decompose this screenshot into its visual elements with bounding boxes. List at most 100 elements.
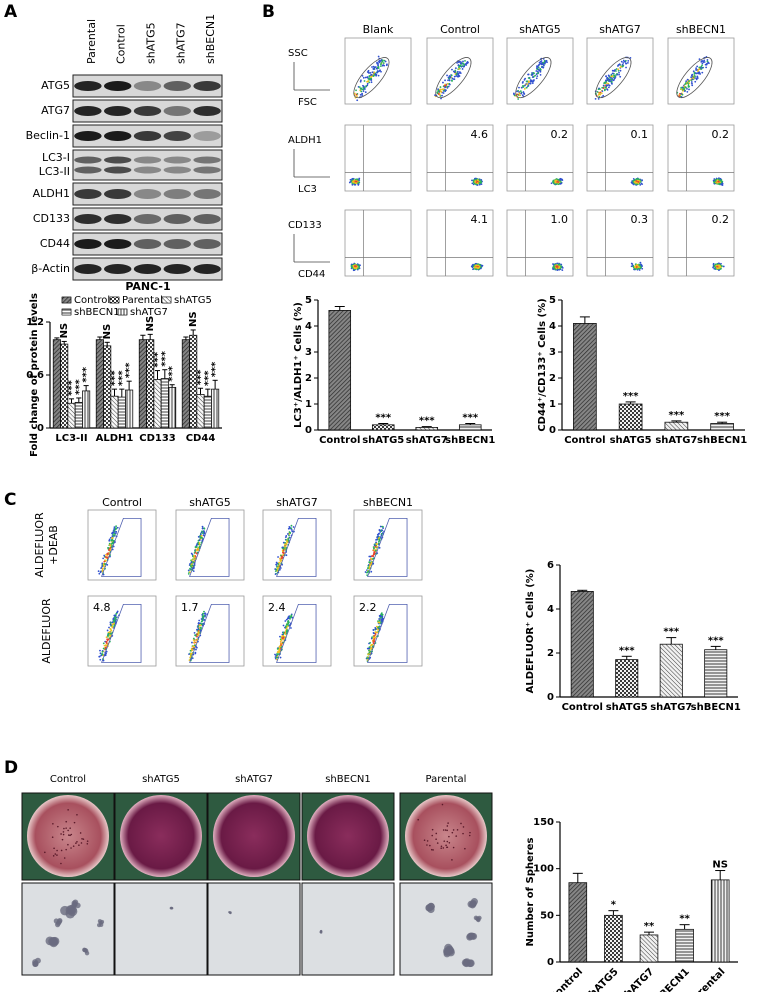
flow-dot bbox=[381, 525, 384, 528]
axis-name: SSC bbox=[288, 48, 308, 59]
x-tick-label: Control bbox=[548, 966, 585, 992]
flow-dot bbox=[378, 625, 381, 628]
flow-dot bbox=[518, 92, 521, 95]
significance: *** bbox=[160, 350, 171, 366]
legend-hatch bbox=[117, 308, 128, 316]
flow-dot bbox=[106, 563, 109, 566]
flow-dot bbox=[110, 629, 113, 632]
flow-dot bbox=[377, 628, 379, 631]
flow-dot bbox=[376, 536, 379, 539]
dish-colony bbox=[63, 827, 65, 830]
y-tick-label: 0 bbox=[37, 423, 44, 434]
bar-hatch bbox=[67, 402, 76, 429]
blot-row-label: LC3-I bbox=[42, 151, 70, 164]
significance: * bbox=[611, 900, 617, 911]
y-tick-label: 5 bbox=[305, 295, 312, 306]
flow-dot bbox=[197, 625, 200, 628]
flow-dot bbox=[380, 620, 383, 622]
y-tick-label: 4 bbox=[305, 321, 312, 332]
flow-dot bbox=[197, 543, 200, 546]
flow-dot bbox=[378, 618, 381, 620]
flow-dot bbox=[108, 632, 110, 635]
flow-dot bbox=[471, 265, 474, 268]
x-tick-label: shATG5 bbox=[610, 435, 652, 446]
bar-hatch bbox=[125, 389, 134, 429]
flow-dot bbox=[111, 625, 114, 628]
flow-dot bbox=[701, 64, 703, 67]
flow-dot bbox=[474, 178, 477, 181]
flow-dot bbox=[287, 537, 290, 540]
flow-dot bbox=[278, 648, 281, 651]
flow-dot bbox=[688, 80, 690, 83]
flow-dot bbox=[531, 82, 534, 85]
flow-dot bbox=[375, 625, 378, 628]
bar-hatch bbox=[415, 426, 439, 431]
flow-dot bbox=[189, 568, 192, 571]
flow-dot bbox=[375, 74, 378, 77]
flow-dot bbox=[373, 549, 376, 552]
bar-hatch bbox=[181, 339, 190, 429]
dish-colony bbox=[469, 831, 471, 834]
flow-dot bbox=[714, 267, 717, 270]
flow-dot bbox=[613, 70, 616, 72]
bar-hatch bbox=[168, 386, 177, 429]
flow-dot bbox=[370, 644, 372, 647]
flow-dot bbox=[189, 649, 192, 652]
flow-dot bbox=[282, 547, 285, 550]
flow-dot bbox=[597, 97, 600, 100]
flow-dot bbox=[104, 556, 107, 559]
flow-dot bbox=[474, 266, 476, 269]
significance: *** bbox=[663, 627, 679, 638]
flow-dot bbox=[372, 637, 375, 640]
flow-dot bbox=[351, 265, 353, 268]
flow-dot bbox=[202, 617, 205, 620]
flow-dot bbox=[552, 181, 555, 184]
flow-dot bbox=[373, 552, 376, 555]
flow-dot bbox=[617, 69, 620, 72]
dish-colony bbox=[67, 829, 69, 832]
flow-dot bbox=[355, 265, 357, 267]
flow-dot bbox=[476, 267, 479, 269]
flow-dot bbox=[374, 543, 376, 546]
flow-dot bbox=[97, 570, 100, 573]
flow-dot bbox=[619, 75, 622, 78]
flow-dot bbox=[688, 88, 690, 91]
flow-dot bbox=[472, 268, 474, 271]
blot-row-label: ALDH1 bbox=[33, 187, 70, 200]
flow-dot bbox=[458, 71, 461, 73]
flow-dot bbox=[200, 626, 202, 629]
flow-dot bbox=[462, 65, 465, 68]
blot-strip bbox=[72, 182, 223, 206]
x-tick-label: ALDH1 bbox=[96, 433, 134, 444]
flow-dot bbox=[685, 82, 687, 85]
dish-colony bbox=[79, 832, 82, 834]
flow-dot bbox=[686, 87, 688, 90]
flow-dot bbox=[455, 74, 458, 77]
column-header: shATG7 bbox=[276, 496, 318, 509]
bar-hatch bbox=[675, 928, 694, 963]
flow-dot bbox=[283, 635, 286, 638]
flow-dot bbox=[688, 82, 691, 85]
blot-band bbox=[193, 214, 221, 224]
flow-dot bbox=[526, 85, 529, 88]
flow-dot bbox=[622, 62, 625, 64]
flow-dot bbox=[447, 85, 450, 88]
flow-dot bbox=[99, 652, 102, 655]
flow-dot bbox=[704, 63, 707, 66]
flow-dot bbox=[464, 60, 466, 62]
flow-dot bbox=[607, 86, 610, 89]
flow-dot bbox=[189, 571, 191, 574]
flow-dot bbox=[102, 557, 105, 560]
blot-row-label: LC3-II bbox=[39, 165, 70, 178]
significance: NS bbox=[188, 311, 199, 327]
flow-dot bbox=[109, 622, 112, 624]
flow-dot bbox=[377, 542, 380, 545]
flow-dot bbox=[544, 60, 547, 63]
bar-hatch bbox=[211, 388, 220, 429]
flow-dot bbox=[290, 627, 292, 629]
dish-colony bbox=[76, 813, 78, 816]
flow-dot bbox=[443, 85, 446, 87]
flow-dot bbox=[377, 70, 380, 73]
flow-dot bbox=[448, 83, 451, 86]
